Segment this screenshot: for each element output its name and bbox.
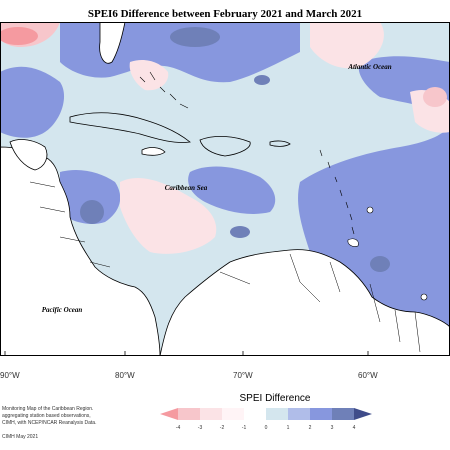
legend-swatch-3 (222, 408, 244, 420)
legend-tick-0: 0 (264, 425, 268, 431)
label-caribbean-sea: Caribbean Sea (165, 184, 208, 192)
longitude-label-90w: 90°W (0, 371, 20, 380)
map-area: Atlantic Ocean Caribbean Sea Pacific Oce… (0, 22, 450, 356)
legend-tick-m2: -2 (219, 425, 225, 431)
credit-line-2: aggregating station based observations, (2, 413, 91, 419)
islands-bahamas (139, 71, 189, 109)
islands-lesser-antilles (319, 149, 355, 235)
dark-zone-4 (370, 256, 390, 272)
legend-tick-2: 2 (308, 425, 312, 431)
longitude-label-70w: 70°W (233, 371, 253, 380)
legend-swatch-6 (288, 408, 310, 420)
legend-tick-m4: -4 (175, 425, 181, 431)
pink-zone-strong-2 (423, 87, 447, 107)
pink-zone-strong (0, 27, 38, 45)
legend-swatch-8 (332, 408, 354, 420)
island-small-east (420, 293, 428, 301)
island-puerto-rico (269, 140, 291, 147)
pink-zone-north-atlantic (310, 22, 384, 69)
island-cuba (69, 112, 191, 143)
dark-zone-1 (170, 27, 220, 47)
longitude-label-60w: 60°W (358, 371, 378, 380)
legend-swatch-5 (266, 408, 288, 420)
legend-tick-1: 1 (286, 425, 290, 431)
credit-line-3: CIMH, with NCEP/NCAR Reanalysis Data. (2, 420, 97, 426)
longitude-ticks (4, 351, 369, 356)
legend-swatch-2 (200, 408, 222, 420)
island-jamaica (141, 147, 166, 156)
legend-swatch-1 (178, 408, 200, 420)
dark-zone-3 (254, 75, 270, 85)
legend-swatch-4 (244, 408, 266, 420)
spei-difference-map: Atlantic Ocean Caribbean Sea Pacific Oce… (0, 22, 450, 356)
legend-colorbar (160, 408, 372, 420)
land-florida (99, 22, 126, 64)
blue-zone-west-caribbean (60, 170, 121, 224)
credit-line-1: Monitoring Map of the Caribbean Region. (2, 406, 94, 412)
label-atlantic-ocean: Atlantic Ocean (347, 63, 391, 71)
island-trinidad (347, 238, 359, 247)
legend-tick-3: 3 (330, 425, 334, 431)
land-south-america (159, 249, 450, 356)
dark-zone-5 (230, 226, 250, 238)
label-pacific-ocean: Pacific Ocean (42, 306, 83, 314)
legend-swatch-0 (160, 408, 178, 420)
blue-zone-central (188, 166, 276, 214)
credit-line-4: CIMH May 2021 (2, 434, 39, 440)
pink-zone-caribbean (120, 177, 217, 254)
island-barbados (366, 206, 374, 214)
island-hispaniola (199, 136, 251, 157)
legend-title: SPEI Difference (239, 393, 311, 404)
legend-tick-4: 4 (352, 425, 356, 431)
dark-zone-2 (80, 200, 104, 224)
longitude-label-80w: 80°W (115, 371, 135, 380)
land-yucatan (9, 139, 48, 171)
legend-swatch-7 (310, 408, 332, 420)
legend-tick-m3: -3 (197, 425, 203, 431)
land-central-america (0, 146, 161, 356)
pink-zone-bahamas (129, 60, 169, 91)
country-borders (29, 181, 421, 353)
legend-swatch-9 (354, 408, 372, 420)
map-title: SPEI6 Difference between February 2021 a… (87, 8, 363, 20)
blue-zone-gulf (0, 66, 65, 138)
legend-tick-m1: -1 (241, 425, 247, 431)
